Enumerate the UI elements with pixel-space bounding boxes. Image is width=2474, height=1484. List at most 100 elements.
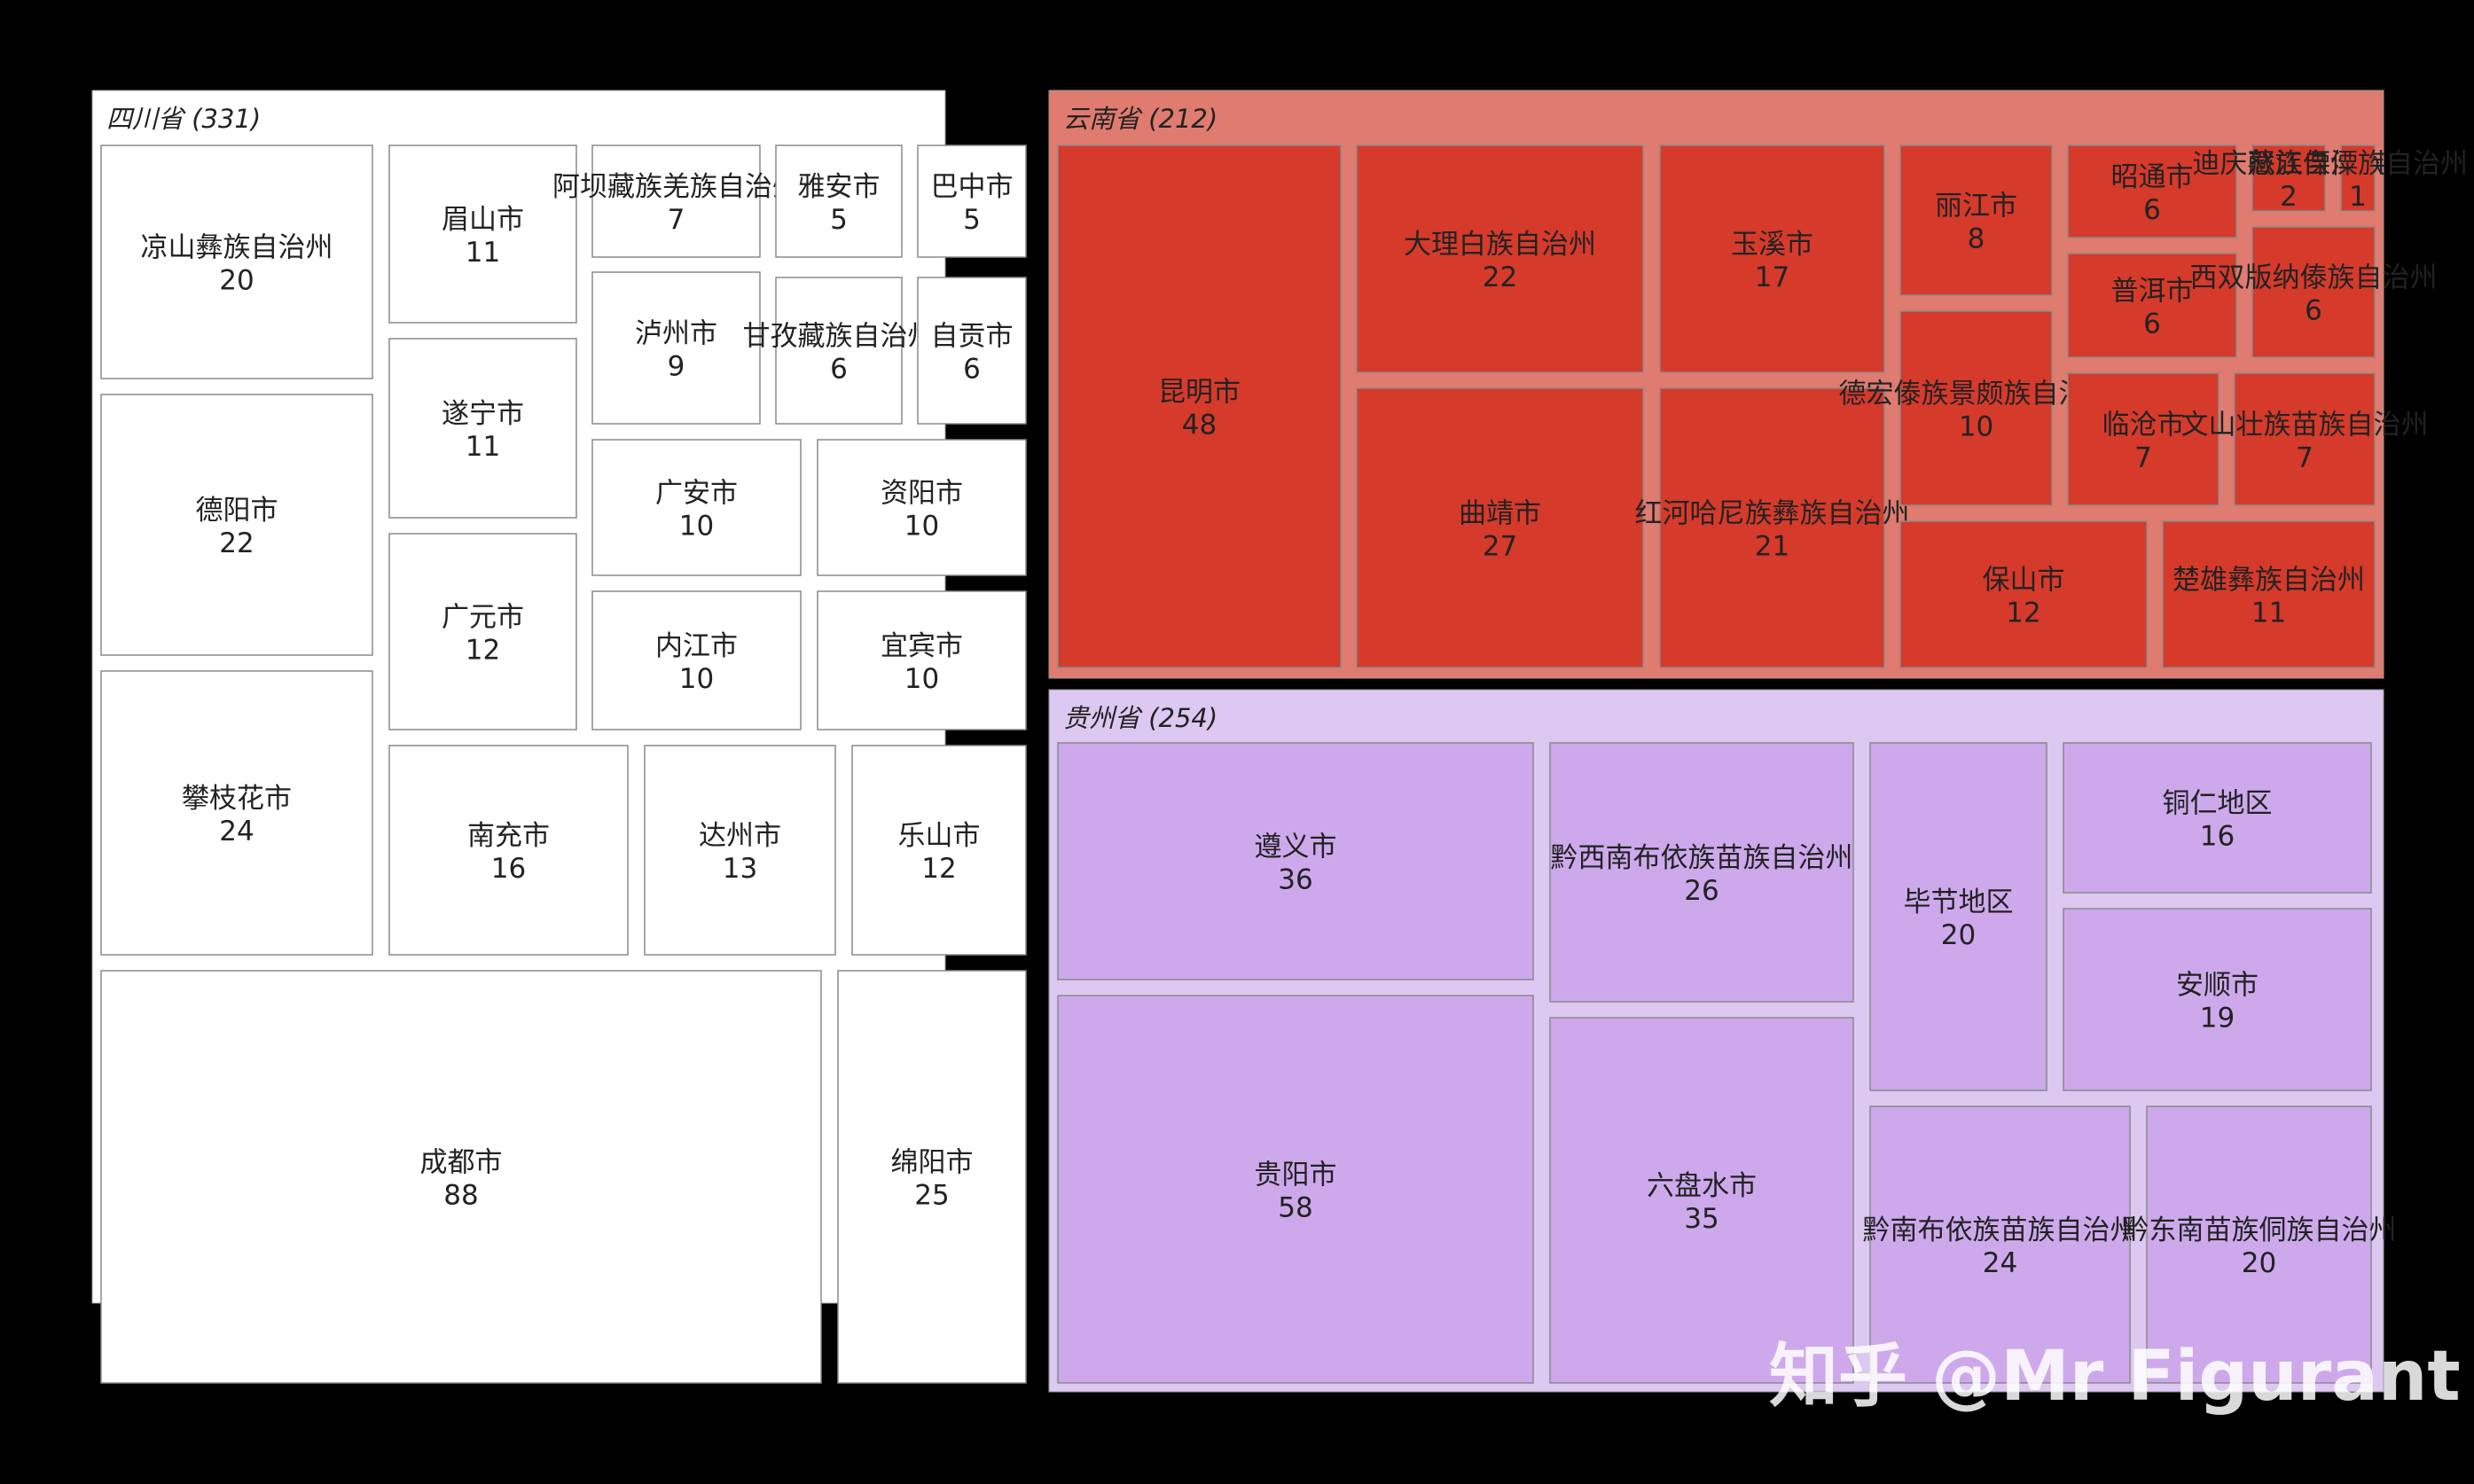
cell-value-label: 12 — [2006, 598, 2040, 629]
cell-name-label: 阿坝藏族羌族自治州 — [552, 171, 800, 203]
cell-value-label: 7 — [2296, 442, 2314, 474]
cell-value-label: 10 — [904, 511, 939, 543]
cell-name-label: 南充市 — [467, 820, 550, 852]
cell-rect — [1899, 144, 2053, 296]
cell-value-label: 48 — [1182, 410, 1217, 441]
cell-name-label: 遂宁市 — [442, 398, 524, 430]
cell-rect — [100, 970, 822, 1384]
cell-rect — [1869, 1105, 2131, 1384]
cell-value-label: 27 — [1483, 531, 1517, 563]
cell-rect — [2162, 520, 2376, 668]
province-group: 云南省 (212)昆明市48曲靖市27大理白族自治州22红河哈尼族彝族自治州21… — [1048, 90, 2468, 679]
cell-name-label: 德阳市 — [196, 495, 278, 527]
cell-name-label: 黔南布依族苗族自治州 — [1863, 1215, 2138, 1246]
cell-name-label: 玉溪市 — [1731, 229, 1813, 261]
cell-value-label: 22 — [1483, 262, 1517, 293]
cell-value-label: 11 — [466, 237, 500, 269]
cell-name-label: 泸州市 — [635, 318, 717, 350]
cell-rect — [837, 970, 1027, 1384]
cell-rect — [591, 590, 802, 730]
cell-name-label: 铜仁地区 — [2163, 788, 2273, 820]
cell-value-label: 6 — [2143, 309, 2161, 340]
cell-value-label: 5 — [963, 204, 981, 236]
cell-rect — [2067, 372, 2220, 506]
cell-name-label: 黔东南苗族侗族自治州 — [2122, 1215, 2397, 1246]
province-label: 贵州省 (254) — [1063, 703, 1217, 733]
cell-rect — [591, 271, 761, 425]
cell-rect — [2063, 742, 2372, 894]
cell-rect — [775, 277, 903, 425]
cell-value-label: 6 — [2305, 295, 2322, 327]
cell-rect — [100, 144, 373, 379]
cell-value-label: 20 — [1941, 919, 1976, 951]
cell-value-label: 22 — [219, 527, 254, 559]
province-label: 四川省 (331) — [106, 104, 261, 134]
cell-rect — [817, 439, 1027, 576]
cell-name-label: 凉山彝族自治州 — [141, 232, 333, 264]
cell-value-label: 10 — [904, 663, 939, 695]
cell-rect — [388, 144, 577, 324]
cell-value-label: 2 — [2280, 181, 2298, 213]
cell-value-label: 16 — [2200, 821, 2235, 853]
cell-value-label: 8 — [1968, 223, 1985, 255]
cell-rect — [388, 533, 577, 730]
cell-name-label: 怒江傈僳族自治州 — [2248, 148, 2468, 180]
cell-name-label: 西双版纳傣族自治州 — [2190, 262, 2438, 294]
cell-rect — [1549, 742, 1854, 1003]
cell-rect — [917, 144, 1027, 258]
cell-name-label: 六盘水市 — [1647, 1170, 1757, 1202]
cell-value-label: 1 — [2349, 181, 2367, 213]
cell-value-label: 25 — [914, 1180, 949, 1212]
cell-rect — [2340, 144, 2376, 212]
cell-value-label: 6 — [830, 354, 848, 386]
cell-name-label: 文山壮族苗族自治州 — [2181, 410, 2429, 441]
cell-rect — [2063, 908, 2372, 1091]
province-group: 贵州省 (254)贵阳市58遵义市36六盘水市35黔西南布依族苗族自治州26黔南… — [1048, 689, 2397, 1393]
cell-value-label: 5 — [830, 204, 848, 236]
cell-value-label: 20 — [219, 265, 254, 297]
cell-value-label: 10 — [1959, 411, 1993, 443]
cell-rect — [2234, 372, 2376, 506]
cell-name-label: 黔西南布依族苗族自治州 — [1551, 842, 1853, 874]
cell-name-label: 达州市 — [699, 820, 781, 852]
cell-rect — [851, 745, 1027, 956]
cell-name-label: 乐山市 — [898, 820, 981, 852]
cell-value-label: 36 — [1278, 864, 1312, 896]
cell-name-label: 攀枝花市 — [182, 783, 292, 815]
cell-name-label: 眉山市 — [442, 204, 524, 236]
cell-name-label: 丽江市 — [1935, 191, 2017, 223]
cell-rect — [1356, 387, 1644, 668]
cell-rect — [644, 745, 836, 956]
cell-name-label: 昆明市 — [1158, 377, 1241, 409]
cell-rect — [1549, 1017, 1854, 1384]
cell-rect — [1899, 520, 2148, 668]
cell-value-label: 58 — [1278, 1192, 1312, 1224]
cell-name-label: 曲靖市 — [1459, 498, 1541, 530]
cell-value-label: 20 — [2242, 1247, 2276, 1279]
cell-name-label: 贵阳市 — [1255, 1160, 1337, 1191]
cell-name-label: 楚雄彝族自治州 — [2173, 565, 2365, 597]
cell-rect — [917, 277, 1027, 425]
cell-name-label: 巴中市 — [931, 171, 1014, 203]
